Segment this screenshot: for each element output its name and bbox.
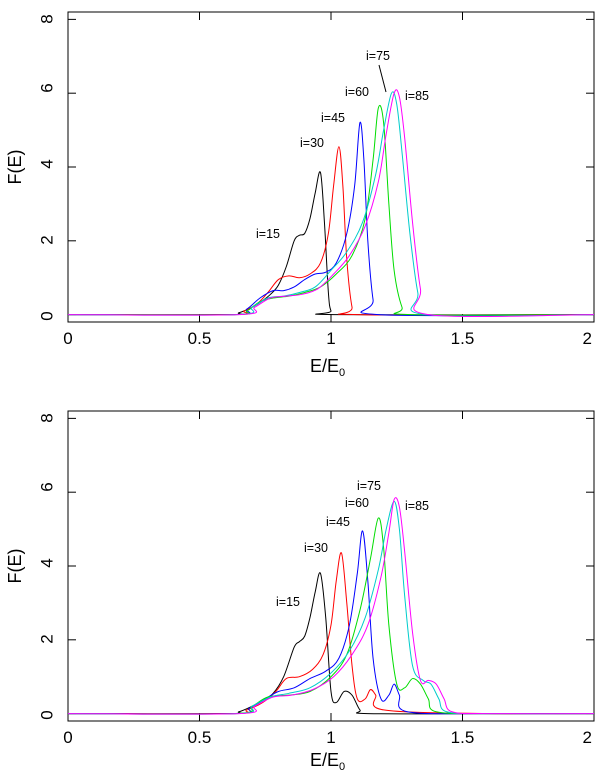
curve-annotation: i=60 <box>345 85 369 99</box>
curve-annotation: i=30 <box>300 136 324 150</box>
x-tick-label: 2 <box>583 728 592 747</box>
x-axis-title: E/E0 <box>310 356 345 379</box>
tick-marks <box>67 12 595 322</box>
curve-annotation: i=45 <box>326 515 350 529</box>
curve-annotation: i=60 <box>345 496 369 510</box>
y-tick-label: 4 <box>37 558 56 567</box>
series-line-i-85 <box>67 89 595 318</box>
series-line-i-75 <box>67 91 595 317</box>
annotation-leader-line <box>378 64 387 93</box>
x-tick-label: 0 <box>63 329 72 348</box>
series-line-i-60 <box>67 517 595 715</box>
series-line-i-75 <box>67 500 595 715</box>
y-tick-label: 8 <box>37 14 56 23</box>
curve-annotation: i=85 <box>405 499 429 513</box>
y-axis-title: F(E) <box>5 549 25 584</box>
bottom-chart-panel: 0 2 4 6 8 0 0.5 1 1.5 2 F(E) E/E0 i=15 i… <box>5 410 595 773</box>
series-line-i-30 <box>67 146 595 316</box>
y-tick-label: 6 <box>37 482 56 491</box>
data-series-group <box>67 497 595 715</box>
y-tick-label: 2 <box>37 634 56 643</box>
x-tick-label: 1.5 <box>451 728 475 747</box>
series-line-i-85 <box>67 497 595 715</box>
curve-annotation: i=30 <box>304 541 328 555</box>
curve-annotation: i=75 <box>357 479 381 493</box>
curve-annotation: i=75 <box>366 49 390 63</box>
y-tick-label: 4 <box>37 159 56 168</box>
data-series-group <box>67 89 595 318</box>
x-tick-label: 2 <box>583 329 592 348</box>
plot-frame <box>67 410 595 722</box>
series-line-i-15 <box>67 171 595 316</box>
y-tick-label: 0 <box>37 710 56 719</box>
x-tick-label: 1.5 <box>451 329 475 348</box>
x-tick-label: 1 <box>326 728 335 747</box>
curve-annotation: i=15 <box>256 227 280 241</box>
x-tick-label: 0.5 <box>188 329 212 348</box>
x-tick-label: 0 <box>63 728 72 747</box>
x-axis-title: E/E0 <box>310 750 345 773</box>
plot-frame <box>67 11 595 323</box>
series-line-i-30 <box>67 552 595 715</box>
curve-annotation: i=45 <box>321 111 345 125</box>
tick-marks <box>67 411 595 721</box>
y-tick-label: 2 <box>37 235 56 244</box>
curve-annotation: i=85 <box>405 89 429 103</box>
y-tick-label: 6 <box>37 83 56 92</box>
series-line-i-45 <box>67 121 595 317</box>
y-axis-title: F(E) <box>5 150 25 185</box>
y-tick-label: 8 <box>37 413 56 422</box>
x-tick-label: 1 <box>326 329 335 348</box>
top-chart-panel: 0 2 4 6 8 0 0.5 1 1.5 2 F(E) E/E0 i=15 i… <box>5 11 595 379</box>
x-tick-label: 0.5 <box>188 728 212 747</box>
series-line-i-15 <box>67 572 594 715</box>
y-tick-label: 0 <box>37 311 56 320</box>
series-line-i-60 <box>67 104 595 316</box>
curve-annotation: i=15 <box>276 595 300 609</box>
